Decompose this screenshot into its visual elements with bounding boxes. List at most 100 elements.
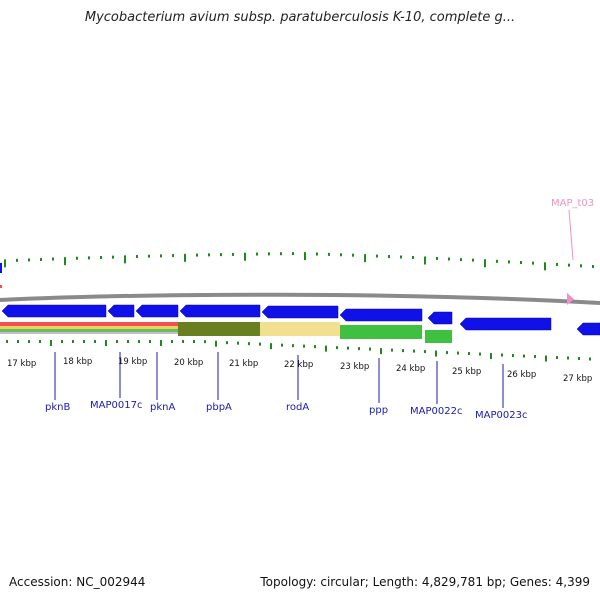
scale-label: 24 kbp — [396, 364, 425, 374]
outer-tick-mark — [556, 262, 558, 266]
gene-label-map0023c[interactable]: MAP0023c — [475, 410, 527, 421]
scale-tick-mark — [83, 340, 85, 343]
scale-label: 21 kbp — [229, 359, 258, 369]
outer-tick-mark — [136, 254, 138, 258]
scale-tick-mark — [204, 340, 206, 344]
outer-tick-mark — [316, 252, 318, 256]
scale-tick-mark — [468, 352, 470, 356]
outer-tick-mark — [364, 254, 366, 263]
outer-tick-mark — [124, 255, 126, 264]
outer-tick-mark — [16, 258, 18, 262]
scale-label: 19 kbp — [118, 357, 147, 367]
gene-arrow[interactable] — [135, 304, 179, 318]
scale-tick-mark — [523, 354, 525, 358]
scale-tick-mark — [303, 344, 305, 348]
scale-tick-mark — [105, 340, 107, 346]
outer-tick-mark — [292, 252, 294, 256]
scale-label: 25 kbp — [452, 367, 481, 377]
scale-tick-mark — [270, 343, 272, 350]
scale-tick-mark — [446, 351, 448, 355]
outer-tick-mark — [148, 254, 150, 258]
scale-tick-mark — [171, 340, 173, 343]
scale-tick-mark — [578, 357, 580, 361]
scale-tick-mark — [435, 350, 437, 357]
scale-tick-mark — [358, 347, 360, 351]
gene-label-pbpa[interactable]: pbpA — [206, 402, 232, 413]
gene-arrow[interactable] — [576, 322, 600, 336]
scale-tick-mark — [6, 340, 8, 343]
scale-tick-mark — [149, 340, 151, 343]
gene-label-roda[interactable]: rodA — [286, 402, 309, 413]
scale-tick-mark — [138, 340, 140, 343]
outer-tick-mark — [208, 253, 210, 257]
outer-tick-mark — [448, 257, 450, 261]
trna-label[interactable]: MAP_t03 — [551, 198, 594, 209]
offscreen-feature-fragment — [0, 263, 2, 273]
gene-arrow[interactable] — [261, 305, 339, 319]
scale-tick-mark — [369, 347, 371, 351]
scale-tick-mark — [215, 340, 217, 347]
scale-tick-mark — [39, 340, 41, 343]
scale-label: 18 kbp — [63, 357, 92, 367]
scale-tick-mark — [512, 354, 514, 358]
outer-tick-mark — [436, 257, 438, 261]
scale-tick-mark — [314, 345, 316, 349]
outer-tick-mark — [484, 259, 486, 268]
gene-label-pknb[interactable]: pknB — [45, 402, 70, 413]
scale-tick-mark — [259, 342, 261, 346]
gene-label-pkna[interactable]: pknA — [150, 402, 175, 413]
gene-arrow[interactable] — [107, 304, 135, 318]
gene-arrow[interactable] — [179, 304, 261, 318]
scale-tick-mark — [424, 350, 426, 354]
scale-tick-mark — [17, 340, 19, 343]
scale-tick-mark — [545, 355, 547, 362]
gene-label-ppp[interactable]: ppp — [369, 405, 388, 416]
scale-tick-mark — [248, 342, 250, 346]
outer-tick-mark — [4, 259, 6, 268]
outer-tick-mark — [40, 257, 42, 261]
outer-tick-mark — [496, 259, 498, 263]
outer-tick-mark — [424, 256, 426, 265]
scale-tick-mark — [413, 349, 415, 353]
outer-tick-mark — [340, 253, 342, 257]
gene-arrow[interactable] — [427, 311, 453, 325]
scale-tick-mark — [457, 351, 459, 355]
scale-tick-mark — [347, 346, 349, 350]
backbone-arc — [0, 292, 600, 305]
scale-tick-mark — [391, 348, 393, 352]
scale-tick-mark — [50, 340, 52, 346]
accession-text: Accession: NC_002944 — [9, 575, 146, 589]
gene-arrow[interactable] — [459, 317, 552, 331]
gene-label-map0017c[interactable]: MAP0017c — [90, 400, 142, 411]
scale-tick-mark — [556, 356, 558, 360]
outer-tick-mark — [172, 254, 174, 258]
scale-label: 20 kbp — [174, 358, 203, 368]
scale-tick-mark — [336, 346, 338, 350]
scale-tick-mark — [237, 341, 239, 345]
gene-label-map0022c[interactable]: MAP0022c — [410, 406, 462, 417]
outer-tick-mark — [196, 253, 198, 257]
gene-arrow[interactable] — [1, 304, 107, 318]
outer-tick-mark — [376, 254, 378, 258]
outer-tick-mark — [184, 253, 186, 262]
scale-label: 23 kbp — [340, 362, 369, 372]
scale-tick-mark — [567, 356, 569, 360]
outer-tick-mark — [592, 265, 594, 269]
outer-tick-mark — [328, 252, 330, 256]
map-title: Mycobacterium avium subsp. paratuberculo… — [84, 10, 516, 25]
outer-tick-mark — [280, 252, 282, 256]
scale-tick-mark — [490, 353, 492, 360]
outer-tick-mark — [64, 257, 66, 266]
outer-tick-mark — [460, 258, 462, 262]
scale-tick-mark — [479, 352, 481, 356]
outer-tick-mark — [232, 252, 234, 256]
scale-tick-mark — [28, 340, 30, 343]
trna-marker-icon[interactable] — [567, 293, 574, 305]
outer-tick-mark — [28, 258, 30, 262]
scale-tick-mark — [61, 340, 63, 343]
outer-tick-mark — [52, 257, 54, 261]
outer-tick-mark — [160, 254, 162, 258]
gene-arrow[interactable] — [339, 308, 423, 322]
outer-tick-mark — [508, 260, 510, 264]
